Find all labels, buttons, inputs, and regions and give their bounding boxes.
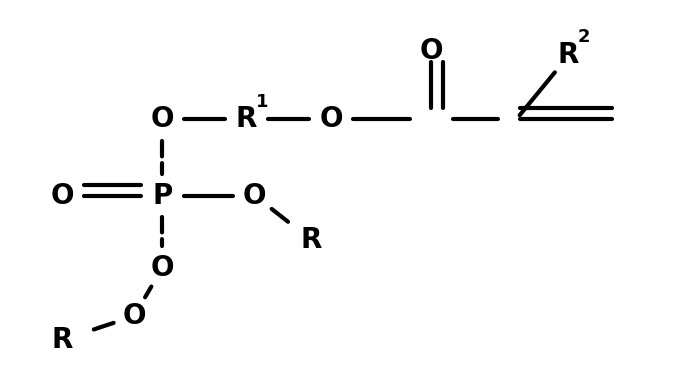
Text: P: P — [152, 182, 172, 210]
Text: 2: 2 — [577, 28, 590, 46]
Text: O: O — [151, 105, 174, 133]
Text: O: O — [50, 182, 74, 210]
Text: R: R — [301, 226, 321, 254]
Text: O: O — [420, 37, 443, 65]
Text: O: O — [151, 254, 174, 282]
Text: 1: 1 — [256, 93, 269, 111]
Text: O: O — [243, 182, 266, 210]
Text: R: R — [51, 326, 73, 354]
Text: O: O — [122, 302, 146, 330]
Text: R: R — [236, 105, 257, 133]
Text: O: O — [319, 105, 343, 133]
Text: R: R — [557, 41, 579, 69]
